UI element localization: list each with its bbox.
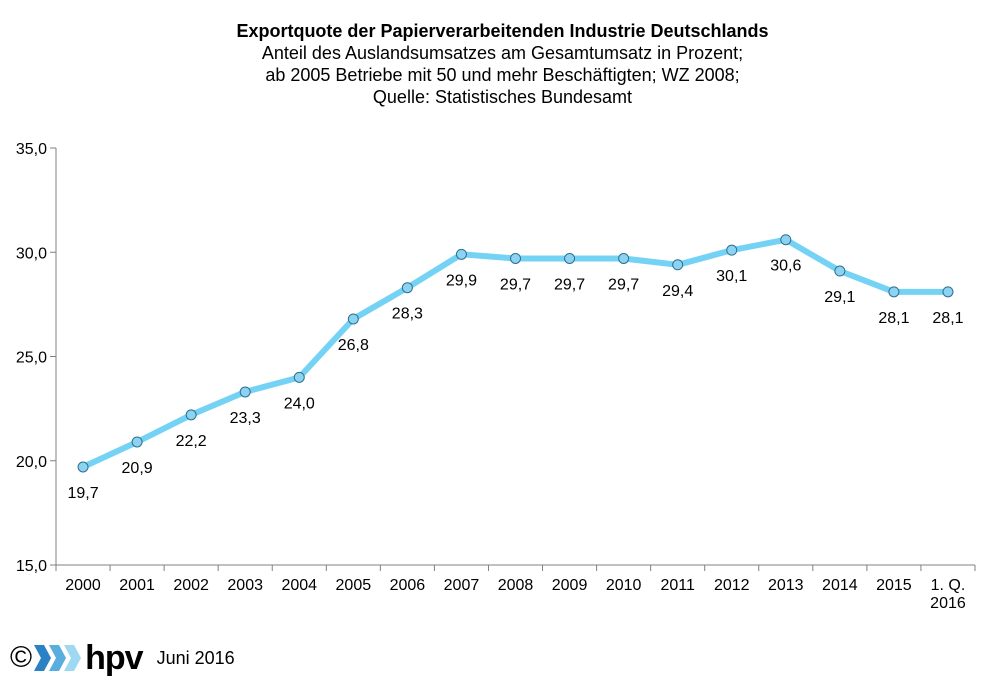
- x-tick-label: 2002: [173, 577, 209, 594]
- data-point: [564, 253, 576, 265]
- footer: © hpv Juni 2016: [10, 638, 235, 678]
- data-point: [185, 409, 197, 421]
- x-tick-label: 2003: [227, 577, 263, 594]
- data-point: [510, 253, 521, 265]
- data-point: [726, 244, 738, 256]
- data-point: [672, 259, 684, 271]
- data-point: [888, 286, 900, 298]
- x-tick-label: 2014: [822, 577, 858, 594]
- data-label: 20,9: [122, 460, 153, 477]
- x-tick-label: 2000: [65, 577, 101, 594]
- chart-subtitle-line-2: ab 2005 Betriebe mit 50 und mehr Beschäf…: [265, 65, 740, 85]
- data-label: 29,7: [500, 277, 531, 294]
- data-label: 30,1: [716, 268, 747, 285]
- data-label: 19,7: [67, 485, 98, 502]
- data-label: 29,1: [824, 289, 855, 306]
- data-point: [77, 461, 89, 473]
- data-label: 29,4: [662, 283, 693, 300]
- footer-date: Juni 2016: [156, 647, 235, 668]
- chart-subtitle-line-1: Anteil des Auslandsumsatzes am Gesamtums…: [261, 43, 744, 63]
- data-label: 24,0: [284, 395, 315, 412]
- data-point: [942, 286, 954, 298]
- x-tick-label: 2005: [336, 577, 372, 594]
- x-tick-label: 2015: [876, 577, 912, 594]
- x-tick-label: 1. Q.: [931, 577, 966, 594]
- hpv-logo-text: hpv: [85, 639, 143, 677]
- logo-chevron-2: [49, 645, 67, 671]
- data-point: [834, 265, 846, 277]
- logo-chevron-3: [64, 645, 82, 671]
- x-tick-label: 2011: [660, 577, 695, 594]
- data-point: [455, 248, 467, 260]
- y-tick-label: 25,0: [16, 350, 47, 367]
- data-label: 28,1: [878, 310, 909, 327]
- data-label: 23,3: [230, 410, 261, 427]
- x-tick-label: 2007: [444, 577, 480, 594]
- data-label: 29,7: [608, 277, 639, 294]
- hpv-logo-mark: [34, 645, 82, 671]
- y-tick-label: 15,0: [16, 558, 47, 575]
- logo-chevron-shape: [64, 645, 82, 671]
- x-tick-label: 2012: [714, 577, 750, 594]
- data-label: 30,6: [770, 258, 801, 275]
- data-point: [131, 436, 143, 448]
- x-tick-label: 2001: [119, 577, 155, 594]
- x-tick-label: 2009: [552, 577, 588, 594]
- data-point: [347, 313, 359, 325]
- x-tick-label: 2016: [930, 595, 966, 612]
- chart-titles: Exportquote der Papierverarbeitenden Ind…: [0, 20, 981, 108]
- data-point: [293, 371, 305, 383]
- data-label: 28,1: [932, 310, 963, 327]
- logo-chevron-1: [34, 645, 52, 671]
- data-point: [780, 234, 792, 246]
- logo-chevron-shape: [49, 645, 67, 671]
- data-label: 29,9: [446, 272, 477, 289]
- data-point: [239, 386, 251, 398]
- data-label: 29,7: [554, 277, 585, 294]
- chart-title: Exportquote der Papierverarbeitenden Ind…: [236, 21, 769, 41]
- x-tick-label: 2006: [390, 577, 426, 594]
- x-tick-label: 2010: [606, 577, 642, 594]
- data-label: 28,3: [392, 306, 423, 323]
- logo-chevron-shape: [34, 645, 52, 671]
- x-tick-label: 2013: [768, 577, 804, 594]
- data-label: 26,8: [338, 337, 369, 354]
- chart-subtitle-line-3: Quelle: Statistisches Bundesamt: [372, 87, 633, 107]
- x-tick-label: 2004: [281, 577, 317, 594]
- y-tick-label: 35,0: [16, 141, 47, 158]
- x-tick-label: 2008: [498, 577, 534, 594]
- y-tick-label: 20,0: [16, 454, 47, 471]
- data-point: [401, 282, 413, 294]
- data-label: 22,2: [176, 433, 207, 450]
- series-line: [80, 236, 951, 470]
- data-point: [618, 253, 630, 265]
- y-tick-label: 30,0: [16, 245, 47, 262]
- copyright-symbol: ©: [10, 641, 33, 674]
